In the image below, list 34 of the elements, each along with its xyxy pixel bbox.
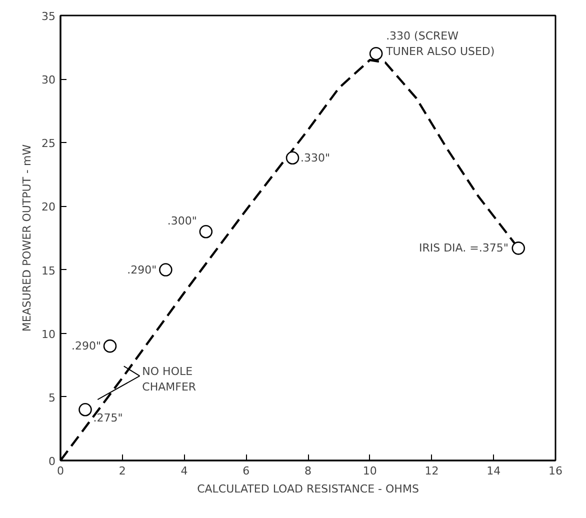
y-tick-label: 10 [42, 328, 56, 341]
x-tick-label: 8 [304, 464, 312, 478]
point [103, 339, 117, 353]
y-tick-label: 30 [42, 74, 56, 87]
y-tick-label: 0 [48, 455, 56, 468]
y-tick-label: 5 [48, 391, 56, 404]
x-tick-label: 10 [362, 464, 377, 478]
x-tick-label: 16 [548, 464, 562, 478]
annotation: .275" [93, 412, 123, 425]
y-tick-label: 20 [42, 200, 56, 214]
point [78, 403, 92, 416]
y-tick-label: 25 [42, 137, 56, 150]
x-tick-label: 4 [180, 464, 188, 478]
annotation: .330 (SCREW TUNER ALSO USED) [385, 29, 495, 58]
annotation: .300" [167, 214, 197, 228]
point [199, 225, 213, 238]
annotation: .290" [71, 340, 102, 353]
point [286, 151, 300, 165]
x-tick-label: 0 [57, 464, 64, 478]
annotation: .290" [127, 263, 157, 276]
y-axis-title: MEASURED POWER OUTPUT - mW [20, 144, 34, 332]
annotation: IRIS DIA. =.375" [418, 242, 508, 255]
y-tick-label: 35 [42, 10, 56, 23]
x-tick-label: 12 [424, 464, 439, 478]
x-axis-title: CALCULATED LOAD RESISTANCE - OHMS [197, 482, 419, 496]
x-tick-label: 14 [486, 464, 501, 478]
annotation: NO HOLE CHAMFER [142, 364, 196, 394]
annotation: .330" [300, 151, 330, 164]
x-tick-label: 6 [242, 464, 250, 478]
x-tick-label: 2 [118, 464, 126, 478]
point [369, 47, 383, 60]
point [512, 242, 526, 255]
point [159, 263, 172, 276]
y-tick-label: 15 [42, 264, 56, 278]
